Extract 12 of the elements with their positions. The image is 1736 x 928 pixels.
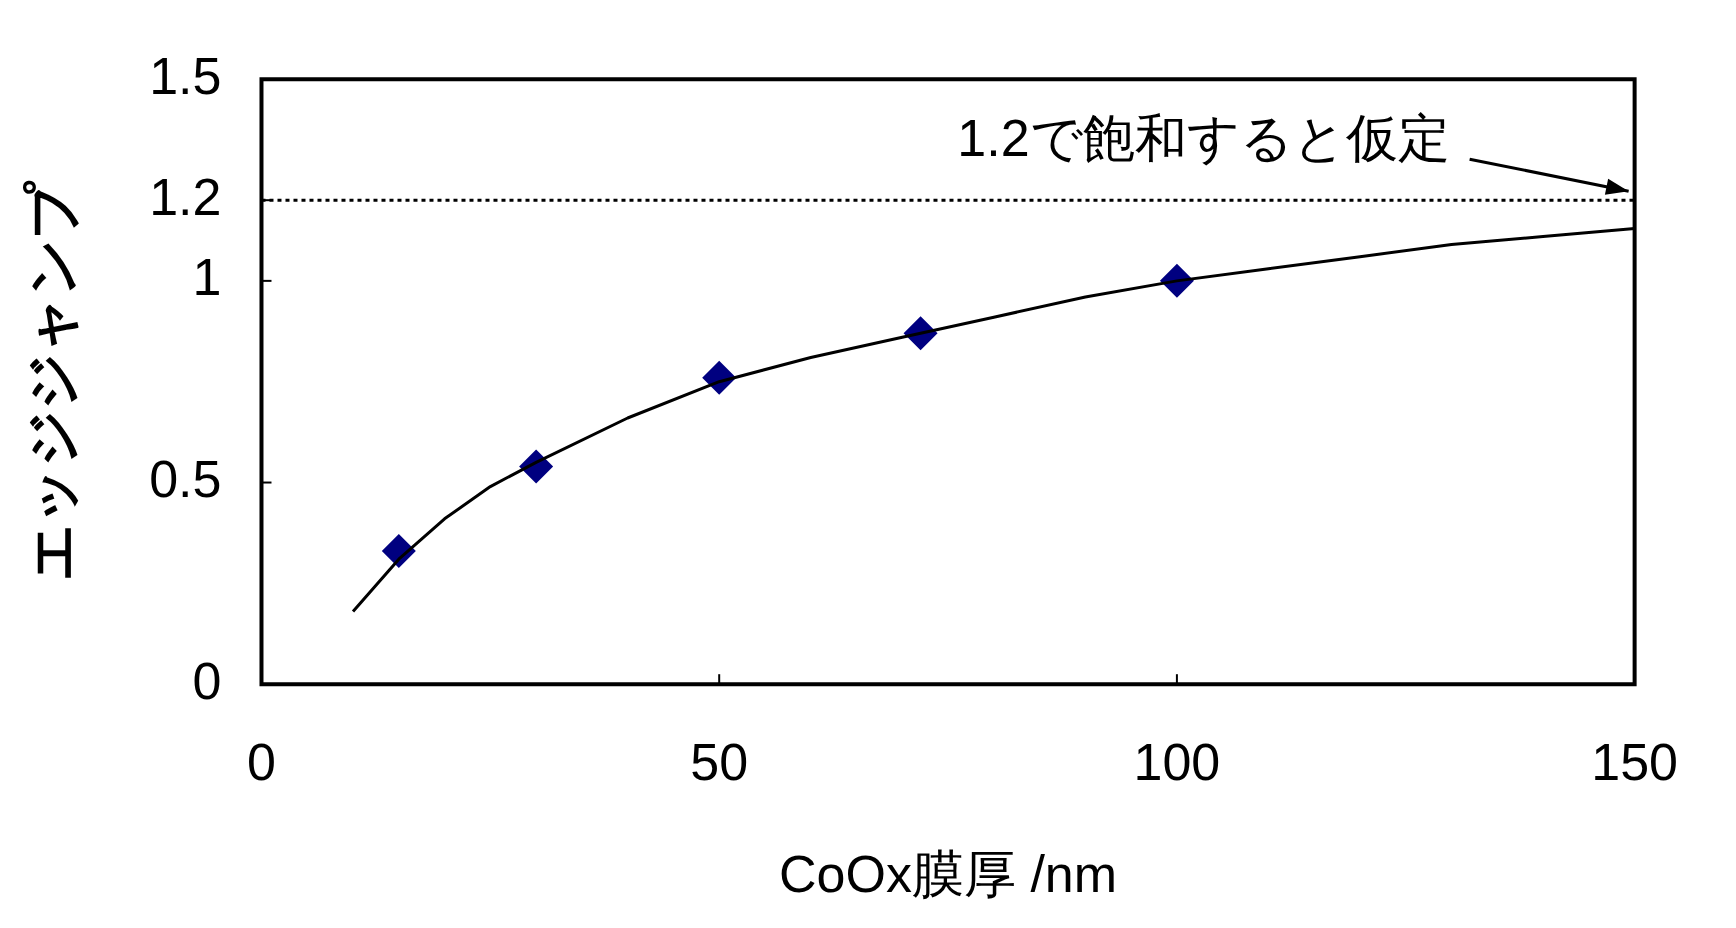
x-tick-label: 0 bbox=[247, 732, 276, 791]
y-tick-label: 0.5 bbox=[149, 449, 222, 508]
y-axis-title: エッジジャンプ bbox=[20, 180, 84, 582]
x-tick-label: 150 bbox=[1591, 732, 1678, 791]
x-axis-title: CoOx膜厚 /nm bbox=[779, 845, 1118, 904]
y-tick-label: 1.2 bbox=[149, 167, 222, 226]
y-tick-label: 1 bbox=[192, 248, 222, 307]
annotation: 1.2で飽和すると仮定 bbox=[957, 108, 1450, 167]
y-tick-label: 1.5 bbox=[149, 46, 222, 105]
y-tick-label: 0 bbox=[192, 651, 222, 710]
x-tick-label: 100 bbox=[1133, 732, 1221, 791]
x-tick-label: 50 bbox=[690, 732, 749, 791]
